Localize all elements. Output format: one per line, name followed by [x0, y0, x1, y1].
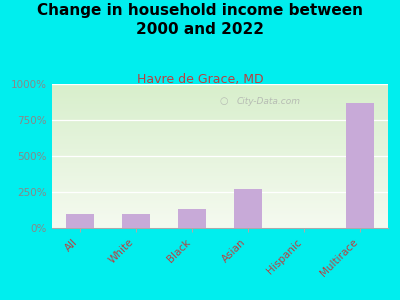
- Bar: [234, 189, 262, 228]
- Bar: [178, 208, 206, 228]
- Bar: [346, 103, 374, 228]
- Text: Change in household income between
2000 and 2022: Change in household income between 2000 …: [37, 3, 363, 37]
- Text: Havre de Grace, MD: Havre de Grace, MD: [137, 74, 263, 86]
- Text: City-Data.com: City-Data.com: [237, 97, 301, 106]
- Bar: [122, 214, 150, 228]
- Bar: [66, 214, 94, 228]
- Text: ○: ○: [220, 96, 228, 106]
